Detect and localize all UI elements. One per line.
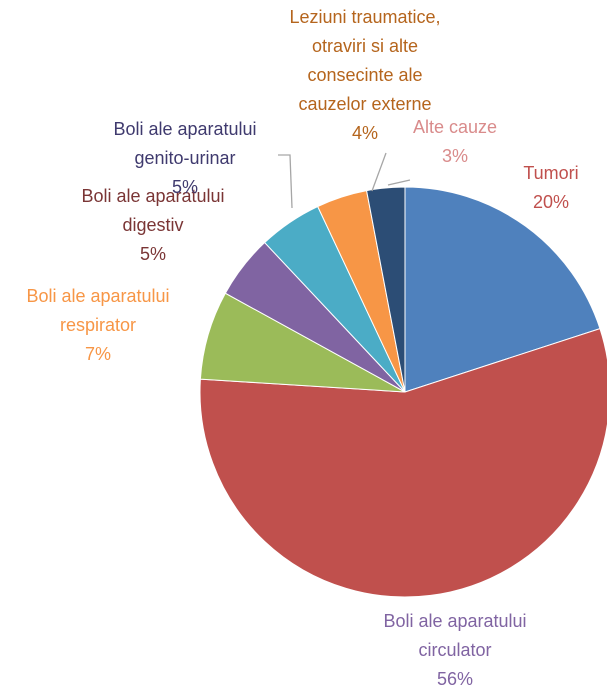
data-label: Boli ale aparatului genito-urinar 5% xyxy=(85,115,285,202)
percent-label: 5% xyxy=(139,244,166,264)
pie-slice xyxy=(199,328,607,598)
percent-label: 4% xyxy=(351,123,378,143)
category-label: Tumori xyxy=(523,163,579,183)
category-label: Alte cauze xyxy=(412,117,498,137)
data-label: Tumori 20% xyxy=(496,159,606,217)
category-label: Leziuni traumatice, otraviri si alte con… xyxy=(289,7,441,114)
leader-line xyxy=(387,179,411,186)
percent-label: 7% xyxy=(84,344,111,364)
category-label: Boli ale aparatului circulator xyxy=(383,611,527,660)
data-label: Boli ale aparatului circulator 56% xyxy=(360,607,550,690)
data-label: Boli ale aparatului digestiv 5% xyxy=(63,182,243,269)
pie-slice xyxy=(404,186,601,393)
leader-line xyxy=(278,154,293,209)
percent-label: 3% xyxy=(441,146,468,166)
leader-line xyxy=(371,152,387,192)
category-label: Boli ale aparatului digestiv xyxy=(81,186,225,235)
category-label: Boli ale aparatului respirator xyxy=(26,286,170,335)
data-label: Alte cauze 3% xyxy=(395,113,515,171)
data-label: Boli ale aparatului respirator 7% xyxy=(0,282,198,369)
percent-label: 20% xyxy=(532,192,570,212)
percent-label: 56% xyxy=(436,669,474,689)
percent-label: 5% xyxy=(171,177,198,197)
data-label: Leziuni traumatice, otraviri si alte con… xyxy=(278,3,453,148)
category-label: Boli ale aparatului genito-urinar xyxy=(113,119,257,168)
pie-slice xyxy=(366,186,406,393)
